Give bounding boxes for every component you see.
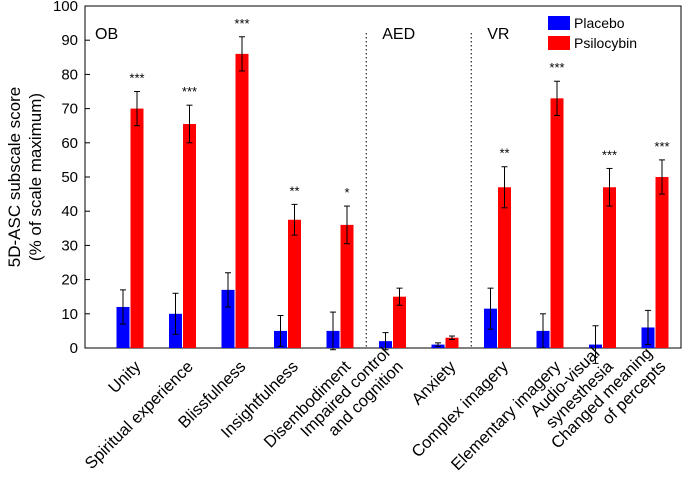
- significance-marker: ***: [234, 16, 249, 31]
- legend-swatch-placebo: [548, 16, 570, 30]
- error-bars: [120, 36, 665, 364]
- x-category-label-line: Complex imagery: [408, 357, 512, 461]
- y-axis-ticks: 0 10 20 30 40 50 60 70 80 90 100: [53, 0, 90, 357]
- bar-psilocybin: [340, 224, 354, 348]
- significance-marker: ***: [549, 60, 564, 75]
- group-labels: OB AED VR: [95, 26, 509, 43]
- error-bar: [435, 342, 441, 347]
- y-tick-label: 60: [61, 135, 78, 152]
- bar-psilocybin: [655, 177, 669, 348]
- bars: [116, 53, 669, 349]
- error-bar: [291, 203, 298, 236]
- error-bar: [134, 91, 140, 127]
- error-bar: [186, 104, 193, 144]
- error-bar: [554, 80, 560, 116]
- group-dividers: [365, 33, 472, 348]
- error-bar: [120, 289, 126, 325]
- bar-placebo: [116, 306, 130, 348]
- bar-psilocybin: [288, 219, 301, 348]
- y-tick-label: 20: [61, 272, 78, 289]
- error-bar: [606, 167, 613, 207]
- y-axis-label: 5D-ASC subscale score (% of scale maximu…: [5, 87, 45, 267]
- legend-swatch-psilocybin: [548, 36, 570, 50]
- significance-marker: **: [289, 183, 299, 198]
- y-axis-label-line-1: 5D-ASC subscale score: [5, 87, 24, 267]
- bar-psilocybin: [235, 53, 249, 348]
- error-bar: [330, 311, 336, 351]
- x-category-label-line: Unity: [105, 357, 145, 397]
- error-bar: [540, 313, 546, 349]
- y-axis-label-line-2: (% of scale maximum): [26, 93, 45, 261]
- error-bar: [449, 335, 455, 340]
- y-tick-label: 90: [61, 32, 78, 49]
- y-tick-label: 100: [53, 0, 78, 15]
- y-tick-label: 70: [61, 101, 78, 118]
- significance-markers: *********** ************: [129, 16, 669, 200]
- error-bar: [239, 36, 245, 72]
- significance-marker: **: [499, 146, 509, 161]
- bar-psilocybin: [603, 187, 616, 348]
- error-bar: [487, 287, 494, 330]
- bar-psilocybin: [130, 108, 144, 348]
- y-tick-label: 50: [61, 169, 78, 186]
- error-bar: [659, 159, 665, 195]
- error-bar: [277, 315, 284, 347]
- x-category-label: Anxiety: [408, 357, 460, 409]
- bar-psilocybin: [498, 187, 511, 348]
- significance-marker: ***: [654, 139, 669, 154]
- error-bar: [645, 309, 651, 346]
- error-bar: [501, 166, 508, 209]
- legend-label-psilocybin: Psilocybin: [574, 35, 637, 51]
- x-category-label: Complex imagery: [408, 357, 512, 461]
- x-category-label-line: Anxiety: [408, 357, 460, 409]
- error-bar: [382, 332, 389, 351]
- group-label: AED: [382, 26, 415, 43]
- significance-marker: ***: [602, 147, 617, 162]
- bar-psilocybin: [550, 98, 564, 348]
- y-tick-label: 80: [61, 66, 78, 83]
- bar-psilocybin: [393, 296, 406, 348]
- y-tick-label: 10: [61, 306, 78, 323]
- axes: [84, 5, 682, 349]
- group-label: VR: [487, 26, 509, 43]
- y-tick-label: 0: [70, 340, 78, 357]
- significance-marker: *: [344, 185, 349, 200]
- error-bar: [344, 205, 350, 245]
- error-bar: [225, 272, 231, 308]
- plot-frame: [84, 5, 682, 349]
- group-label: OB: [95, 26, 118, 43]
- bar-psilocybin: [445, 337, 459, 348]
- legend: Placebo Psilocybin: [548, 15, 637, 51]
- legend-label-placebo: Placebo: [574, 15, 625, 31]
- x-category-label: Unity: [105, 357, 145, 397]
- y-tick-label: 40: [61, 203, 78, 220]
- bar-placebo: [221, 289, 235, 348]
- y-tick-label: 30: [61, 237, 78, 254]
- error-bar: [396, 287, 403, 306]
- error-bar: [592, 325, 599, 364]
- error-bar: [172, 292, 179, 335]
- significance-marker: ***: [182, 84, 197, 99]
- significance-marker: ***: [129, 71, 144, 86]
- bar-psilocybin: [183, 123, 196, 349]
